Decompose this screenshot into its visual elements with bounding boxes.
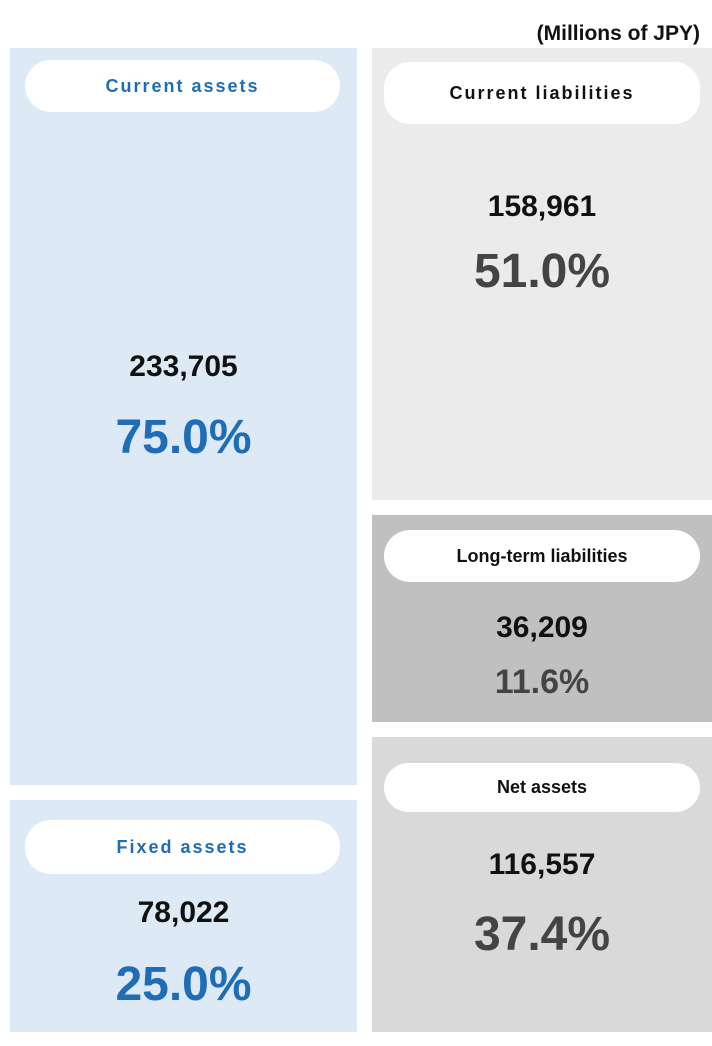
share: 37.4% [473, 908, 611, 961]
label-pill: Current liabilities [384, 62, 700, 124]
net-assets-box: Net assets 116,557 37.4% [372, 737, 712, 1032]
amount: 158,961 [487, 190, 597, 223]
share: 51.0% [473, 245, 611, 298]
label-pill: Net assets [384, 763, 700, 812]
current-liabilities-box: Current liabilities 158,961 51.0% [372, 48, 712, 500]
label-pill: Current assets [25, 60, 340, 112]
share: 25.0% [115, 958, 252, 1011]
share: 75.0% [115, 411, 252, 464]
amount: 36,209 [496, 611, 588, 644]
unit-label: (Millions of JPY) [536, 22, 700, 45]
share: 11.6% [494, 663, 590, 701]
label-pill: Long-term liabilities [384, 530, 700, 582]
long-term-liabilities-box: Long-term liabilities 36,209 11.6% [372, 515, 712, 722]
amount: 116,557 [488, 848, 596, 881]
amount: 78,022 [137, 896, 230, 929]
current-assets-box: Current assets 233,705 75.0% [10, 48, 357, 785]
amount: 233,705 [129, 350, 238, 383]
label-pill: Fixed assets [25, 820, 340, 874]
fixed-assets-box: Fixed assets 78,022 25.0% [10, 800, 357, 1032]
